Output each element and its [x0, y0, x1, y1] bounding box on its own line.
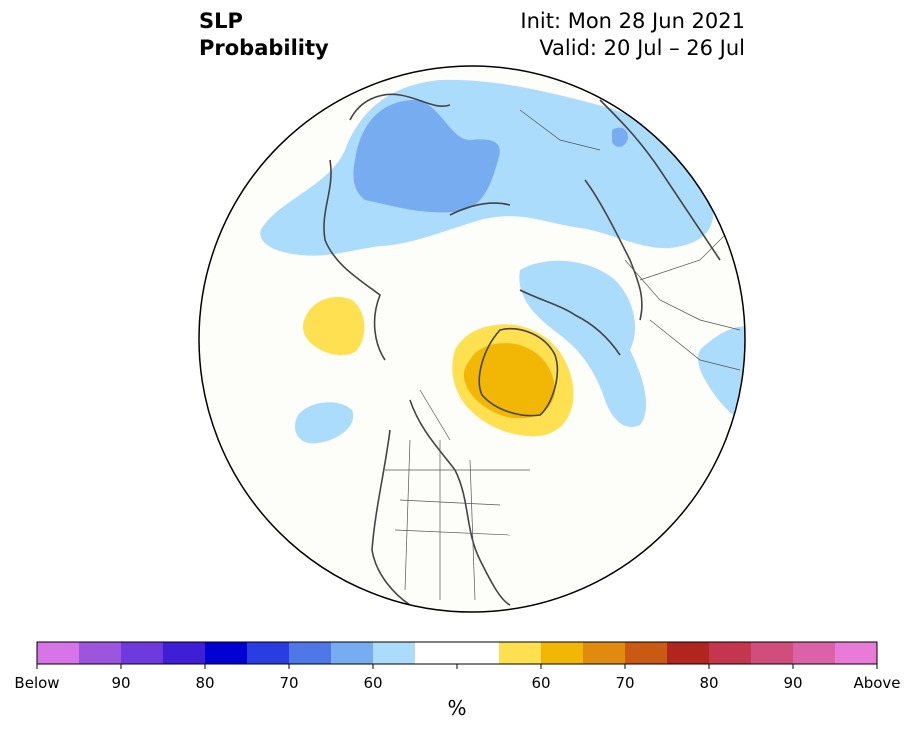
colorbar-tick-label: 80	[195, 674, 215, 692]
colorbar-segment	[793, 642, 836, 664]
colorbar-segment	[499, 642, 542, 664]
colorbar-segment	[583, 642, 626, 664]
colorbar-segment	[415, 642, 458, 664]
colorbar-segment	[121, 642, 164, 664]
colorbar-segment	[289, 642, 332, 664]
colorbar-segment	[667, 642, 710, 664]
colorbar-tick-label: 70	[615, 674, 635, 692]
colorbar-segment	[247, 642, 290, 664]
coastlines	[323, 93, 721, 606]
colorbar-tick-label: 90	[783, 674, 803, 692]
colorbar-segment	[541, 642, 584, 664]
colorbar-segment	[373, 642, 416, 664]
political-borders	[385, 109, 741, 601]
title-variable: SLP	[199, 9, 243, 33]
colorbar-tick-label: 60	[363, 674, 383, 692]
colorbar-segment	[79, 642, 122, 664]
above-region-alaska	[303, 296, 365, 356]
globe-outline	[198, 65, 746, 613]
colorbar-segment	[37, 642, 80, 664]
colorbar-segment	[625, 642, 668, 664]
probability-colorbar	[36, 641, 878, 669]
colorbar-tick-label: 90	[111, 674, 131, 692]
colorbar-segment	[457, 642, 500, 664]
colorbar-tick-label: 80	[699, 674, 719, 692]
colorbar-tick-label: Below	[14, 674, 60, 692]
colorbar-segment	[331, 642, 374, 664]
colorbar-tick-label: 60	[531, 674, 551, 692]
polar-map	[198, 65, 746, 613]
title-init-date: Init: Mon 28 Jun 2021	[520, 9, 745, 33]
map-title-left: SLP Probability	[199, 8, 329, 62]
colorbar-segment	[709, 642, 752, 664]
below-region-core-east	[612, 127, 628, 147]
below-region-core	[353, 100, 500, 213]
colorbar-segment	[751, 642, 794, 664]
colorbar-tick-label: Above	[853, 674, 901, 692]
colorbar-segment	[205, 642, 248, 664]
colorbar-tick-label: 70	[279, 674, 299, 692]
below-region-europe	[519, 260, 647, 428]
colorbar-segment	[163, 642, 206, 664]
title-product: Probability	[199, 36, 329, 60]
colorbar-unit-label: %	[447, 696, 467, 720]
title-valid-range: Valid: 20 Jul – 26 Jul	[539, 36, 745, 60]
colorbar-segment	[835, 642, 878, 664]
below-region-pacific	[294, 402, 354, 444]
map-title-right: Init: Mon 28 Jun 2021 Valid: 20 Jul – 26…	[520, 8, 745, 62]
